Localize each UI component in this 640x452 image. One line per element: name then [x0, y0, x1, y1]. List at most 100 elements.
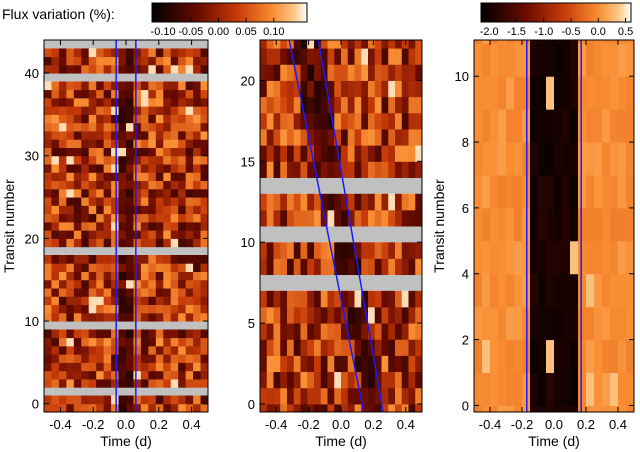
- heatmap-cell: [193, 304, 202, 314]
- y-tick-label: 40: [25, 66, 39, 81]
- heatmap-cell: [58, 64, 67, 74]
- heatmap-cell: [103, 263, 112, 272]
- heatmap-cell: [498, 306, 507, 341]
- heatmap-cell: [388, 112, 396, 130]
- heatmap-cell: [347, 193, 355, 211]
- heatmap-cell: [133, 312, 142, 322]
- heatmap-cell: [293, 40, 301, 49]
- heatmap-cell: [51, 304, 60, 314]
- heatmap-cell: [133, 213, 142, 223]
- heatmap-cell: [474, 273, 483, 308]
- heatmap-cell: [200, 106, 208, 115]
- heatmap-cell: [163, 362, 172, 372]
- heatmap-cell: [287, 371, 295, 389]
- heatmap-cell: [170, 254, 179, 264]
- heatmap-cell: [381, 371, 389, 389]
- heatmap-cell: [126, 279, 134, 289]
- heatmap-cell: [578, 306, 587, 341]
- heatmap-cell: [381, 339, 389, 356]
- heatmap-cell: [140, 48, 149, 58]
- heatmap-cell: [81, 304, 90, 314]
- heatmap-cell: [260, 161, 268, 178]
- heatmap-cell: [66, 288, 75, 297]
- heatmap-cell: [133, 188, 142, 198]
- heatmap-cell: [148, 312, 157, 322]
- heatmap-cell: [140, 56, 149, 66]
- heatmap-cell: [170, 114, 179, 124]
- heatmap-cell: [618, 372, 627, 406]
- heatmap-cell: [562, 43, 571, 77]
- heatmap-cell: [96, 362, 105, 372]
- heatmap-cell: [327, 40, 335, 49]
- heatmap-cell: [347, 145, 355, 162]
- heatmap-cell: [66, 329, 75, 339]
- heatmap-cell: [530, 240, 539, 275]
- heatmap-cell: [170, 378, 179, 388]
- heatmap-cell: [347, 306, 355, 324]
- heatmap-cell: [58, 304, 67, 314]
- heatmap-cell: [307, 145, 315, 162]
- heatmap-cell: [170, 304, 179, 314]
- heatmap-cell: [314, 161, 322, 178]
- heatmap-cell: [361, 355, 369, 373]
- heatmap-cell: [347, 403, 355, 412]
- heatmap-cell: [610, 207, 619, 242]
- heatmap-cell: [562, 174, 571, 209]
- heatmap-cell: [388, 306, 396, 324]
- heatmap-cell: [618, 240, 627, 275]
- heatmap-cell: [170, 122, 179, 132]
- heatmap-cell: [200, 354, 208, 363]
- heatmap-cell: [170, 296, 179, 306]
- heatmap-cell: [626, 339, 634, 373]
- heatmap-cell: [401, 209, 409, 227]
- heatmap-cell: [73, 139, 82, 148]
- heatmap-cell: [155, 312, 164, 322]
- heatmap-cell: [200, 164, 208, 173]
- heatmap-cell: [506, 76, 515, 110]
- heatmap-cell: [307, 96, 315, 114]
- heatmap-cell: [273, 193, 281, 211]
- colorbar-tick-label: -0.05: [178, 26, 203, 38]
- heatmap-cell: [374, 145, 382, 162]
- heatmap-cell: [185, 106, 194, 115]
- heatmap-cell: [266, 40, 274, 49]
- heatmap-cell: [88, 279, 97, 289]
- heatmap-cell: [126, 230, 134, 239]
- heatmap-cell: [185, 139, 194, 148]
- heatmap-cell: [58, 172, 67, 182]
- y-tick-label: 5: [248, 316, 255, 331]
- heatmap-cell: [155, 230, 164, 239]
- heatmap-cell: [58, 114, 67, 124]
- heatmap-cell: [546, 142, 555, 176]
- heatmap-cell: [260, 355, 268, 373]
- heatmap-cell: [200, 288, 208, 297]
- heatmap-cell: [368, 371, 376, 389]
- heatmap-cell: [51, 197, 60, 206]
- heatmap-cell: [140, 403, 149, 412]
- heatmap-cell: [618, 405, 627, 412]
- heatmap-cell: [401, 387, 409, 405]
- heatmap-cell: [374, 339, 382, 356]
- heatmap-cell: [178, 97, 187, 107]
- heatmap-cell: [260, 145, 268, 162]
- heatmap-cell: [514, 142, 523, 176]
- heatmap-cell: [341, 323, 349, 340]
- heatmap-cell: [51, 230, 60, 239]
- heatmap-cell: [44, 114, 52, 124]
- heatmap-cell: [395, 242, 403, 259]
- heatmap-cell: [51, 362, 60, 372]
- heatmap-cell: [66, 403, 75, 412]
- heatmap-cell: [578, 43, 587, 77]
- heatmap-cell: [626, 207, 634, 242]
- heatmap-cell: [327, 258, 335, 276]
- heatmap-cell: [51, 378, 60, 388]
- heatmap-cell: [170, 205, 179, 215]
- heatmap-cell: [395, 258, 403, 276]
- heatmap-cell: [354, 355, 362, 373]
- heatmap-cell: [578, 405, 587, 412]
- heatmap-cell: [185, 180, 194, 190]
- heatmap-cell: [81, 147, 90, 157]
- heatmap-cell: [381, 48, 389, 65]
- heatmap-cell: [66, 254, 75, 264]
- heatmap-cell: [81, 122, 90, 132]
